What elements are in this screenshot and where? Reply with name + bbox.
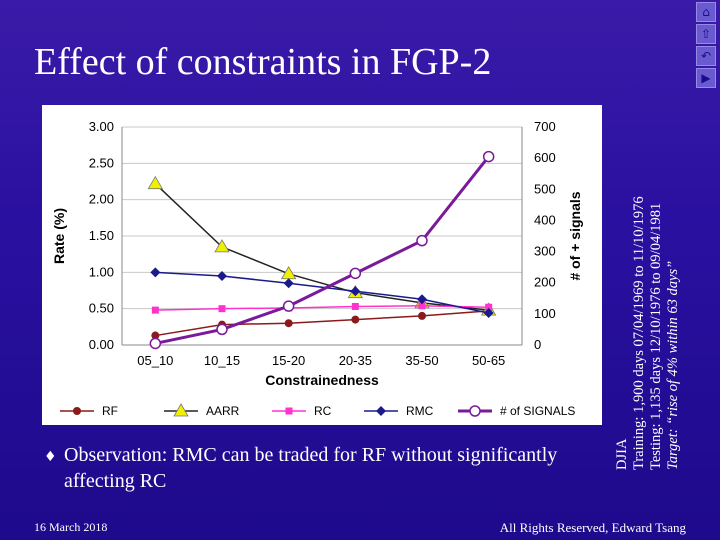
- series-point-4: [282, 300, 295, 312]
- dataset-name: DJIA: [614, 438, 630, 470]
- x-tick-label: 05_10: [137, 353, 173, 368]
- legend-marker: [469, 405, 481, 417]
- x-tick-label: 10_15: [204, 353, 240, 368]
- x-tick-label: 15-20: [272, 353, 305, 368]
- series-point-3: [150, 267, 161, 278]
- y-tick-label: 0.50: [89, 301, 114, 316]
- legend-label: AARR: [206, 404, 240, 418]
- series-point-0: [418, 311, 426, 320]
- series-point-2: [151, 306, 159, 314]
- series-point-3: [417, 294, 427, 305]
- forward-icon[interactable]: ▶: [696, 68, 716, 88]
- legend-marker: [73, 407, 81, 415]
- back-icon[interactable]: ↶: [696, 46, 716, 66]
- series-line-3: [155, 271, 489, 314]
- legend-marker: [376, 406, 386, 416]
- series-point-4: [149, 337, 162, 350]
- y2-axis-label: # of + signals: [567, 191, 583, 280]
- legend-marker: [285, 407, 293, 415]
- observation-bullet: ♦ Observation: RMC can be traded for RF …: [44, 442, 564, 494]
- series-line-0: [155, 310, 489, 337]
- y-tick-label: 2.00: [89, 192, 114, 207]
- y2-tick-label: 600: [534, 150, 556, 165]
- chart-area: 0.00 0.50 1.00 1.50 2.00 2.50 3.00 0 100 200 300 40…: [42, 105, 602, 425]
- series-point-3: [350, 286, 361, 297]
- series-point-1: [147, 175, 164, 190]
- up-icon[interactable]: ⇧: [696, 24, 716, 44]
- series-point-2: [485, 303, 493, 311]
- series-point-2: [351, 302, 359, 310]
- line-chart: 0.00 0.50 1.00 1.50 2.00 2.50 3.00 0 100 200 300 40…: [51, 119, 583, 418]
- y2-tick-label: 700: [534, 119, 556, 134]
- y2-tick-label: 100: [534, 306, 556, 321]
- target-definition: Target: “rise of 4% within 63 days”: [665, 260, 681, 470]
- footer-copyright: All Rights Reserved, Edward Tsang: [499, 520, 686, 535]
- home-icon[interactable]: ⌂: [696, 2, 716, 22]
- legend-marker: [173, 403, 189, 417]
- legend-label: RMC: [406, 404, 434, 418]
- y-tick-label: 1.00: [89, 264, 114, 279]
- dataset-info: DJIA Training: 1,900 days 07/04/1969 to …: [614, 0, 682, 470]
- series-point-3: [283, 278, 294, 289]
- slide-title: Effect of constraints in FGP-2: [34, 41, 492, 83]
- x-axis-label: Constrainedness: [265, 372, 379, 388]
- x-tick-label: 35-50: [405, 353, 438, 368]
- testing-period: Testing: 1,135 days 12/10/1976 to 09/04/…: [648, 202, 664, 470]
- series-point-0: [284, 319, 293, 328]
- y2-tick-label: 300: [534, 244, 556, 259]
- series-point-0: [351, 315, 360, 324]
- legend-label: RC: [314, 404, 332, 418]
- series-point-3: [483, 308, 494, 319]
- y-tick-label: 0.00: [89, 337, 114, 352]
- y-tick-label: 2.50: [89, 155, 114, 170]
- y2-tick-label: 200: [534, 275, 556, 290]
- series-point-1: [214, 239, 230, 253]
- x-tick-label: 20-35: [339, 353, 372, 368]
- y-tick-label: 3.00: [89, 119, 114, 134]
- series-point-4: [349, 267, 362, 280]
- series-line-4: [155, 155, 490, 345]
- series-point-2: [418, 302, 426, 310]
- series-point-0: [151, 331, 160, 340]
- bullet-diamond-icon: ♦: [44, 449, 57, 465]
- series-line-1: [154, 183, 489, 311]
- series-point-3: [217, 270, 227, 281]
- series-point-4: [482, 150, 495, 163]
- y-tick-label: 1.50: [89, 228, 114, 243]
- y2-tick-label: 500: [534, 181, 556, 196]
- y-axis-label: Rate (%): [51, 208, 67, 264]
- observation-text: Observation: RMC can be traded for RF wi…: [64, 444, 558, 492]
- series-line-2: [155, 305, 489, 311]
- x-tick-label: 50-65: [472, 353, 505, 368]
- series-point-4: [216, 323, 228, 336]
- series-point-2: [218, 305, 226, 313]
- legend-label: # of SIGNALS: [500, 404, 575, 418]
- y2-tick-label: 400: [534, 212, 556, 227]
- legend-label: RF: [102, 404, 118, 418]
- footer-date: 16 March 2018: [34, 520, 108, 534]
- series-point-4: [416, 234, 428, 247]
- training-period: Training: 1,900 days 07/04/1969 to 11/10…: [631, 196, 647, 470]
- nav-buttons: ⌂ ⇧ ↶ ▶: [696, 2, 718, 90]
- y2-tick-label: 0: [534, 337, 541, 352]
